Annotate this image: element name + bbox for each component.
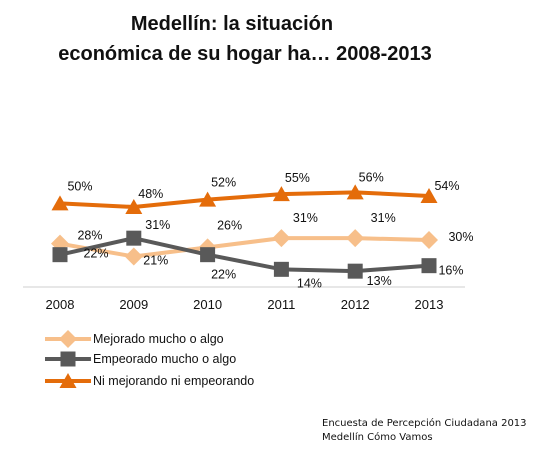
point-ni-mejorando-ni-empeorando-2010: [199, 191, 217, 207]
data-label-ni-mejorando-ni-empeorando-2011: 55%: [285, 171, 310, 185]
point-mejorado-mucho-o-algo-2011: [272, 229, 291, 248]
data-label-ni-mejorando-ni-empeorando-2009: 48%: [138, 187, 163, 201]
data-label-layer: 28% 21% 26% 31% 31% 30% 22% 31% 22% 14% 13% 16% 50% 4…: [67, 170, 473, 290]
data-label-mejorado-mucho-o-algo-2010: 26%: [217, 218, 242, 232]
x-tick-2012: 2012: [341, 297, 370, 312]
data-label-mejorado-mucho-o-algo-2008: 28%: [77, 229, 102, 243]
data-label-mejorado-mucho-o-algo-2013: 30%: [448, 230, 473, 244]
point-mejorado-mucho-o-algo-2013: [420, 231, 438, 249]
point-empeorado-mucho-o-algo-2011: [273, 261, 289, 277]
data-label-mejorado-mucho-o-algo-2012: 31%: [371, 211, 396, 225]
point-ni-mejorando-ni-empeorando-2008: [51, 195, 69, 211]
series-ni-mejorando-ni-empeorando: [51, 184, 438, 214]
data-label-ni-mejorando-ni-empeorando-2010: 52%: [211, 176, 236, 190]
x-tick-2008: 2008: [46, 297, 75, 312]
point-empeorado-mucho-o-algo-2009: [126, 230, 142, 246]
series-layer: [51, 184, 438, 279]
point-mejorado-mucho-o-algo-2012: [346, 229, 365, 248]
chart-title-line-1: Medellín: la situación: [131, 13, 333, 35]
legend-item-empeorado-mucho-o-algo: Empeorado mucho o algo: [45, 351, 236, 367]
point-ni-mejorando-ni-empeorando-2012: [346, 184, 364, 200]
legend-marker: [60, 351, 76, 367]
data-label-empeorado-mucho-o-algo-2009: 31%: [145, 218, 170, 232]
data-label-ni-mejorando-ni-empeorando-2013: 54%: [434, 179, 459, 193]
series-line-empeorado-mucho-o-algo: [59, 236, 430, 274]
legend-label: Empeorado mucho o algo: [93, 352, 236, 366]
point-empeorado-mucho-o-algo-2012: [347, 263, 363, 279]
legend-label: Mejorado mucho o algo: [93, 332, 224, 346]
data-label-mejorado-mucho-o-algo-2011: 31%: [293, 211, 318, 225]
x-tick-2010: 2010: [193, 297, 222, 312]
data-label-mejorado-mucho-o-algo-2009: 21%: [143, 254, 168, 268]
data-label-ni-mejorando-ni-empeorando-2008: 50%: [67, 179, 92, 193]
legend-item-mejorado-mucho-o-algo: Mejorado mucho o algo: [45, 330, 224, 348]
point-ni-mejorando-ni-empeorando-2009: [125, 199, 143, 214]
point-ni-mejorando-ni-empeorando-2011: [272, 186, 290, 202]
point-empeorado-mucho-o-algo-2013: [421, 258, 437, 274]
legend-marker: [59, 330, 77, 348]
source-line-2: Medellín Cómo Vamos: [322, 431, 433, 443]
x-tick-2013: 2013: [415, 297, 444, 312]
point-mejorado-mucho-o-algo-2009: [124, 247, 143, 266]
legend-item-ni-mejorando-ni-empeorando: Ni mejorando ni empeorando: [45, 373, 254, 388]
series-line-ni-mejorando-ni-empeorando: [59, 190, 430, 209]
data-label-empeorado-mucho-o-algo-2008: 22%: [83, 247, 108, 261]
point-empeorado-mucho-o-algo-2008: [52, 247, 68, 263]
series-line-mejorado-mucho-o-algo: [59, 236, 430, 259]
series-empeorado-mucho-o-algo: [52, 230, 437, 279]
x-tick-layer: 2008 2009 2010 2011 2012 2013: [46, 297, 444, 312]
data-label-ni-mejorando-ni-empeorando-2012: 56%: [359, 170, 384, 184]
source-line-1: Encuesta de Percepción Ciudadana 2013: [322, 417, 527, 429]
data-label-empeorado-mucho-o-algo-2012: 13%: [367, 274, 392, 288]
legend-label: Ni mejorando ni empeorando: [93, 374, 254, 388]
x-tick-2011: 2011: [267, 297, 295, 312]
point-ni-mejorando-ni-empeorando-2013: [420, 188, 438, 203]
data-label-empeorado-mucho-o-algo-2013: 16%: [438, 264, 463, 278]
point-empeorado-mucho-o-algo-2010: [200, 247, 216, 263]
chart-title-line-2: económica de su hogar ha… 2008-2013: [58, 43, 432, 65]
x-tick-2009: 2009: [119, 297, 148, 312]
legend: Mejorado mucho o algo Empeorado mucho o a…: [45, 330, 254, 388]
data-label-empeorado-mucho-o-algo-2011: 14%: [297, 276, 322, 290]
legend-marker: [59, 373, 77, 388]
data-label-empeorado-mucho-o-algo-2010: 22%: [211, 268, 236, 282]
